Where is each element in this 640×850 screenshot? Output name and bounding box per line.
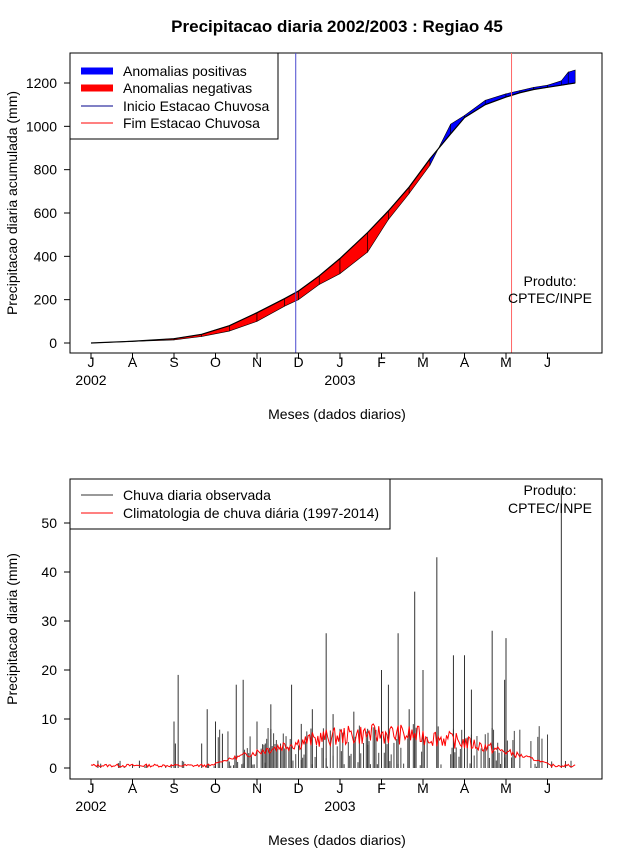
- top-x-tick-label: J: [337, 354, 344, 370]
- top-x-axis-label: Meses (dados diarios): [268, 406, 406, 422]
- bottom-y-tick-label: 40: [41, 564, 57, 580]
- top-x-tick-label: J: [88, 354, 95, 370]
- bottom-x-tick-label: F: [377, 780, 386, 796]
- bottom-x-tick-label: D: [293, 780, 303, 796]
- chart-title: Precipitacao diaria 2002/2003 : Regiao 4…: [171, 17, 503, 36]
- bottom-x-tick-label: M: [500, 780, 512, 796]
- top-x-tick-label: S: [169, 354, 178, 370]
- top-legend: Anomalias positivas Anomalias negativas …: [69, 52, 279, 140]
- bottom-x-tick-label: J: [544, 780, 551, 796]
- top-y-tick-label: 200: [34, 292, 58, 308]
- bottom-x-tick-label: M: [417, 780, 429, 796]
- top-area-group: [90, 69, 576, 344]
- bottom-axes-group: 0 10 20 30 40 50 J A S O N D J F M A M J 2002 2003: [41, 515, 551, 814]
- anomaly-positive-segment: [567, 69, 576, 85]
- top-y-tick-label: 800: [34, 162, 58, 178]
- bottom-x-axis-label: Meses (dados diarios): [268, 832, 406, 848]
- top-year-label: 2003: [324, 372, 355, 388]
- bottom-annotation-line2: CPTEC/INPE: [508, 500, 592, 516]
- legend-label-positive: Anomalias positivas: [123, 63, 247, 79]
- top-x-tick-label: A: [128, 354, 138, 370]
- bottom-y-tick-label: 0: [49, 760, 57, 776]
- top-y-axis-label: Precipitacao diaria acumulada (mm): [4, 91, 20, 315]
- climatology-daily-line: [90, 723, 576, 769]
- climatology-accumulated-line: [90, 82, 576, 344]
- top-lines-group: [90, 53, 576, 353]
- bottom-y-tick-label: 20: [41, 662, 57, 678]
- bottom-y-axis-label: Precipitacao diaria (mm): [4, 553, 20, 705]
- bottom-x-tick-label: S: [169, 780, 178, 796]
- bottom-year-label: 2003: [324, 798, 355, 814]
- top-annotation-line1: Produto:: [524, 273, 577, 289]
- top-y-tick-label: 1000: [26, 118, 57, 134]
- bottom-y-tick-label: 30: [41, 613, 57, 629]
- top-x-tick-label: A: [460, 354, 470, 370]
- top-x-tick-label: J: [544, 354, 551, 370]
- top-x-tick-label: M: [417, 354, 429, 370]
- top-y-tick-label: 600: [34, 205, 58, 221]
- bottom-annotation-line1: Produto:: [524, 482, 577, 498]
- bottom-x-tick-label: N: [252, 780, 262, 796]
- bottom-x-tick-label: A: [460, 780, 470, 796]
- top-x-tick-label: M: [500, 354, 512, 370]
- legend-label-negative: Anomalias negativas: [123, 80, 252, 96]
- top-axes-group: 0 200 400 600 800 1000 1200 J A S O N D J F M A M J 2002 200…: [26, 75, 551, 388]
- top-x-tick-label: D: [293, 354, 303, 370]
- bottom-x-tick-label: A: [128, 780, 138, 796]
- legend-label-end: Fim Estacao Chuvosa: [123, 115, 260, 131]
- legend-label-observed: Chuva diaria observada: [123, 487, 271, 503]
- top-x-tick-label: F: [377, 354, 386, 370]
- top-x-tick-label: O: [210, 354, 221, 370]
- bottom-y-tick-label: 10: [41, 711, 57, 727]
- bottom-x-tick-label: J: [88, 780, 95, 796]
- top-x-tick-label: N: [252, 354, 262, 370]
- bottom-x-tick-label: J: [337, 780, 344, 796]
- bottom-climatology-group: [90, 723, 576, 769]
- top-y-tick-label: 1200: [26, 75, 57, 91]
- top-year-label: 2002: [75, 372, 106, 388]
- top-annotation-line2: CPTEC/INPE: [508, 290, 592, 306]
- bottom-year-label: 2002: [75, 798, 106, 814]
- bottom-legend: Chuva diaria observada Climatologia de c…: [69, 478, 391, 530]
- bottom-x-tick-label: O: [210, 780, 221, 796]
- legend-label-start: Inicio Estacao Chuvosa: [123, 98, 270, 114]
- legend-label-climatology: Climatologia de chuva diária (1997-2014): [123, 505, 379, 521]
- bottom-y-tick-label: 50: [41, 515, 57, 531]
- top-y-tick-label: 400: [34, 248, 58, 264]
- top-y-tick-label: 0: [49, 335, 57, 351]
